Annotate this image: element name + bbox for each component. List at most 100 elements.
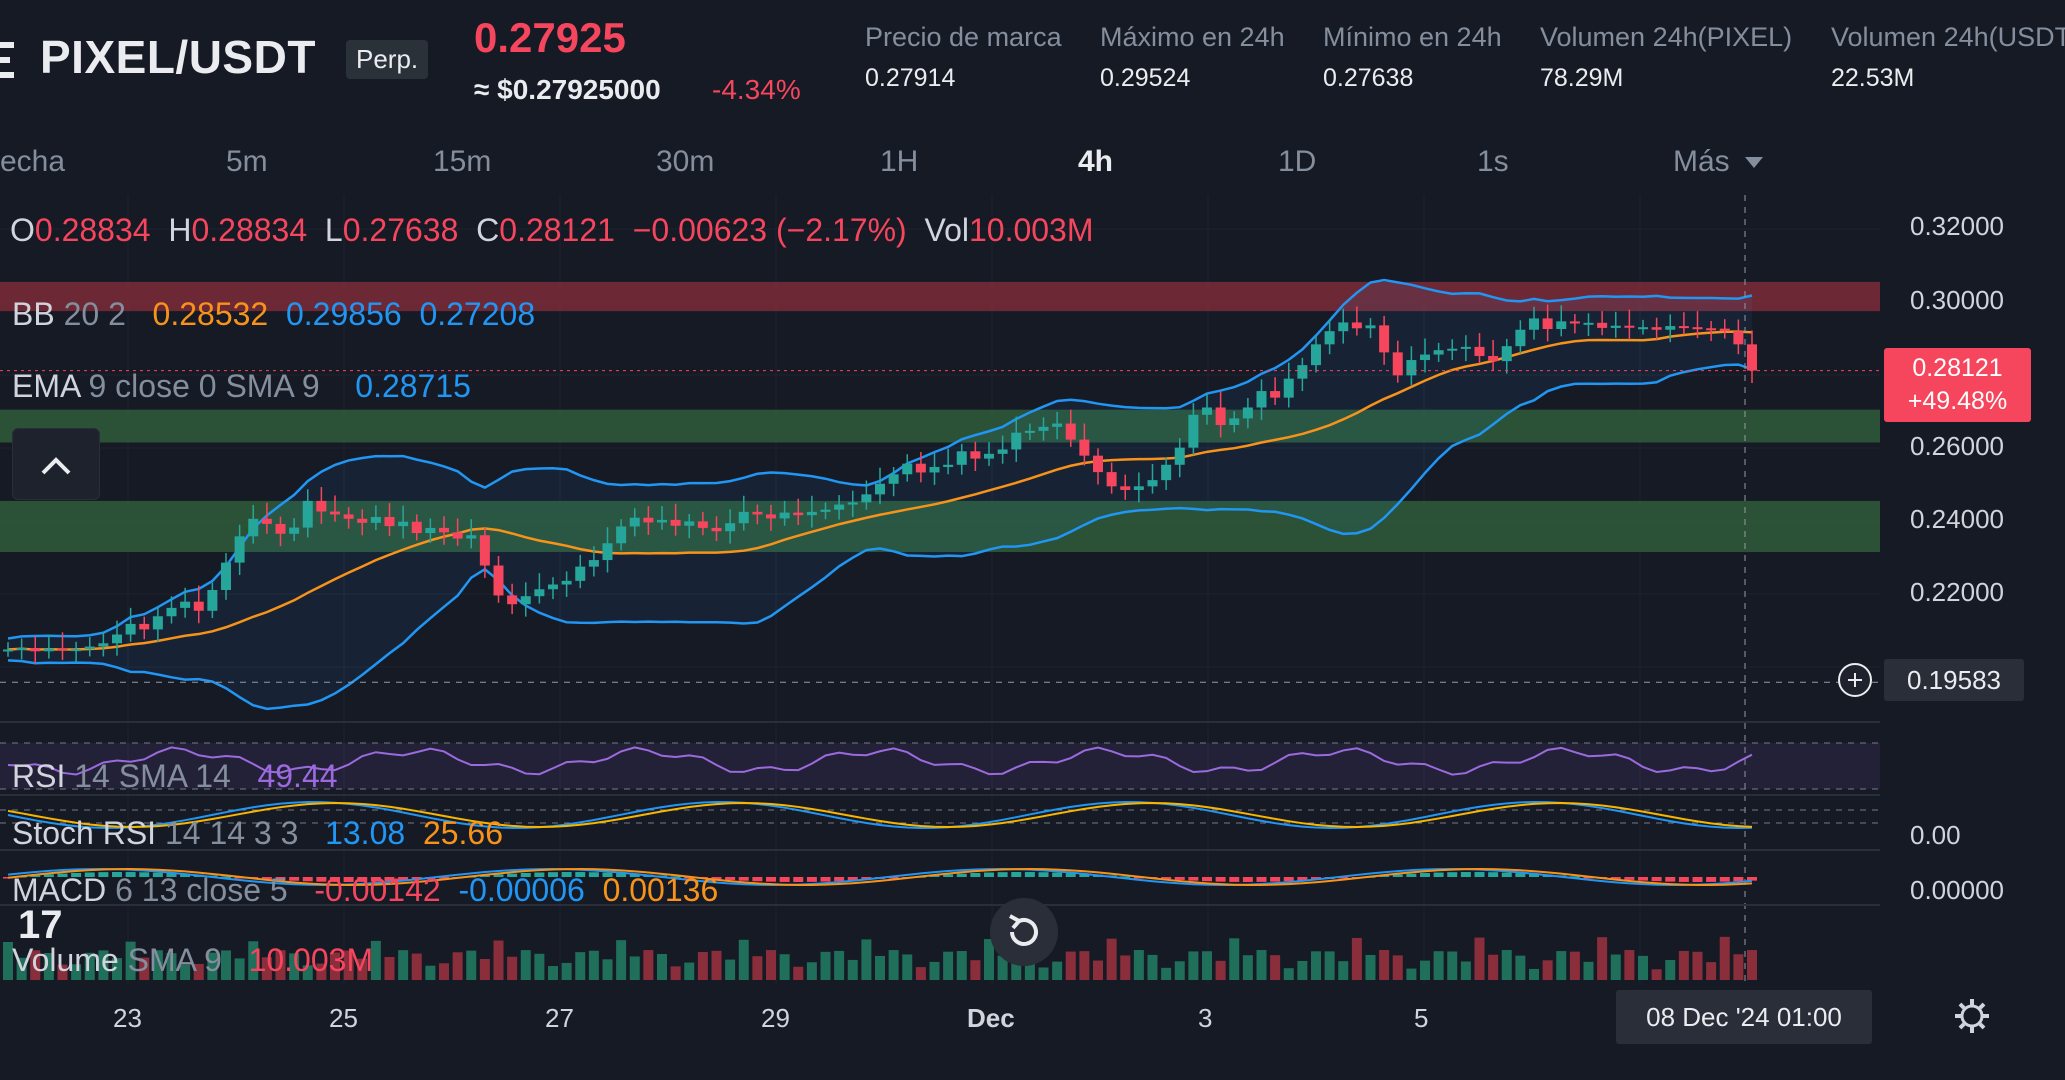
macd-histogram-bar [439, 877, 449, 879]
candle-body [970, 451, 981, 459]
candle-body [725, 523, 736, 532]
macd-histogram-bar [534, 872, 545, 877]
interval-30m[interactable]: 30m [656, 145, 715, 178]
candle-body [289, 527, 300, 534]
interval-15m[interactable]: 15m [433, 145, 492, 178]
candle-body [439, 527, 449, 533]
time-tick-3: 3 [1198, 1003, 1213, 1033]
add-alert-icon[interactable] [1838, 663, 1872, 697]
macd-histogram-bar [520, 872, 531, 877]
ema-label: EMA [12, 368, 80, 404]
candle-body [902, 463, 913, 475]
candle-body [1202, 407, 1212, 415]
macd-histogram-bar [548, 872, 558, 877]
bb-legend[interactable]: BB 20 2 0.28532 0.29856 0.27208 [12, 296, 535, 333]
interval-1d[interactable]: 1D [1278, 145, 1317, 178]
volume-bar [343, 950, 354, 980]
volume-bar [1215, 960, 1226, 980]
chart-canvas[interactable] [0, 195, 1880, 985]
candle-body [411, 521, 422, 534]
volume-bar [616, 940, 627, 980]
collapse-legend-button[interactable] [12, 428, 100, 500]
macd-histogram-bar [1747, 877, 1757, 881]
macd-histogram-bar [1474, 872, 1485, 877]
candle-body [398, 521, 409, 527]
macd-histogram-bar [1651, 877, 1662, 882]
candle-body [302, 500, 313, 528]
volume-bar [1733, 954, 1744, 980]
reset-chart-button[interactable] [990, 898, 1058, 966]
volume-bar [534, 953, 545, 980]
price-tick-024: 0.24000 [1910, 504, 2004, 534]
caret-down-icon[interactable] [1745, 157, 1763, 168]
ema-legend[interactable]: EMA 9 close 0 SMA 9 0.28715 [12, 368, 471, 405]
candle-body [793, 512, 804, 516]
candle-body [779, 512, 790, 519]
interval-4h[interactable]: 4h [1078, 145, 1114, 178]
candle-body [384, 516, 395, 527]
interval-more[interactable]: Más [1673, 145, 1730, 178]
macd-histogram-bar [1433, 872, 1444, 877]
volume-legend[interactable]: Volume SMA 9 10.003M [12, 942, 373, 979]
last-price: 0.27925 [474, 14, 626, 61]
candle-body [820, 509, 831, 512]
volume-bar [1120, 955, 1131, 980]
time-tick-29: 29 [761, 1003, 790, 1033]
candle-body [1242, 407, 1253, 419]
macd-signal: 0.00136 [602, 872, 719, 908]
macd-histogram-bar [1229, 877, 1240, 882]
chevron-up-icon [41, 457, 71, 475]
candle-body [1542, 318, 1553, 330]
price-chart[interactable] [0, 195, 1880, 985]
interval-1s[interactable]: 1s [1477, 145, 1509, 178]
macd-histogram-bar [1420, 873, 1430, 877]
interval-chart-tab[interactable]: echa [0, 145, 66, 178]
candle-body [71, 649, 82, 652]
volume-bar [302, 965, 313, 980]
stoch-params: 14 14 3 3 [164, 815, 299, 851]
candle-body [956, 451, 967, 465]
volume-bar [1270, 955, 1281, 980]
volume-bar [43, 953, 54, 980]
macd-legend[interactable]: MACD 6 13 close 5 -0.00142 -0.00006 0.00… [12, 872, 718, 909]
macd-histogram-bar [384, 877, 395, 882]
candle-body [806, 511, 817, 516]
volume-bar [561, 962, 572, 980]
volume-bar [1556, 951, 1567, 980]
candle-body [1133, 486, 1144, 490]
ohlc-open-label: O [10, 212, 35, 248]
macd-histogram-bar [1624, 877, 1635, 880]
volume-bar [1256, 950, 1267, 980]
volume-bar [548, 966, 558, 980]
rsi-legend[interactable]: RSI 14 SMA 14 49.44 [12, 758, 338, 795]
interval-1h[interactable]: 1H [880, 145, 919, 178]
volume-bar [98, 950, 109, 980]
ohlc-low-label: L [324, 212, 343, 248]
macd-histogram-bar [956, 873, 967, 877]
macd-histogram-bar [125, 872, 136, 877]
ohlc-change: −0.00623 (−2.17%) [632, 212, 907, 248]
candle-body [834, 504, 845, 510]
macd-histogram-bar [221, 876, 231, 878]
ohlc-open: 0.28834 [34, 212, 151, 248]
macd-histogram-bar [1283, 877, 1294, 882]
interval-5m[interactable]: 5m [226, 145, 268, 178]
candle-body [888, 474, 899, 484]
gear-icon[interactable] [1952, 996, 1992, 1036]
volume-bar [725, 959, 736, 980]
pair-title[interactable]: PIXEL/USDT [40, 31, 316, 83]
stat-value-high-24h: 0.29524 [1100, 64, 1191, 92]
candle-body [738, 511, 749, 524]
market-header [0, 0, 2065, 140]
candle-body [221, 562, 231, 590]
volume-bar [30, 950, 41, 980]
volume-bar [234, 958, 245, 980]
candle-body [997, 449, 1008, 454]
menu-logo-icon[interactable] [0, 40, 14, 80]
usd-price: ≈ $0.27925000 [474, 74, 661, 105]
rsi-label: RSI [12, 758, 66, 794]
stoch-rsi-legend[interactable]: Stoch RSI 14 14 3 3 13.08 25.66 [12, 815, 503, 852]
candle-body [180, 601, 191, 608]
candle-body [588, 560, 599, 567]
candle-body [1365, 325, 1376, 329]
